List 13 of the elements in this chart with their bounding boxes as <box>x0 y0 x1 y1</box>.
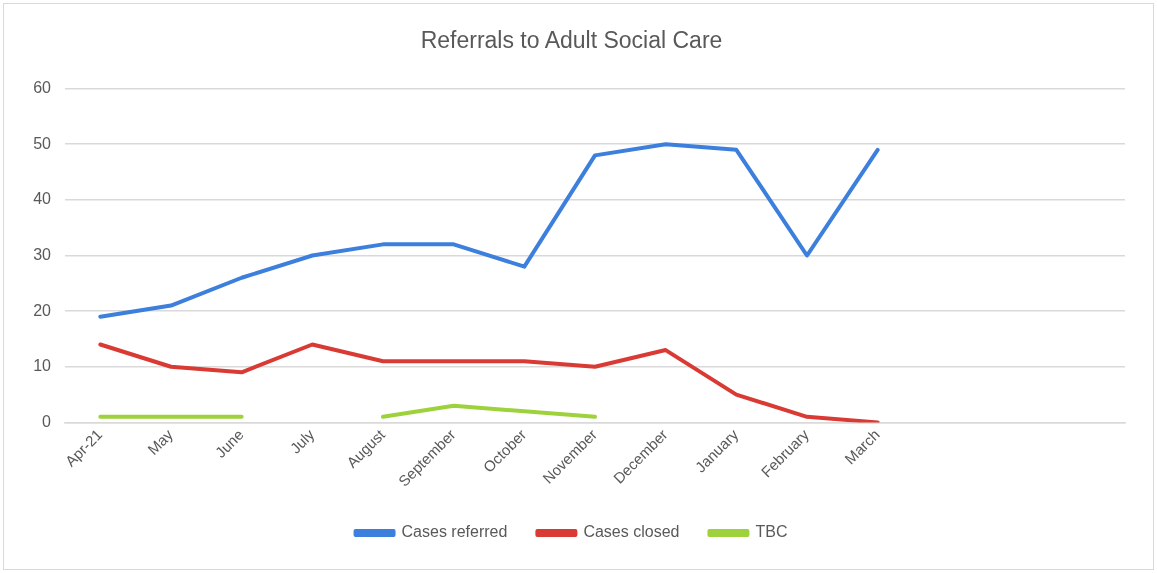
x-tick-label: May <box>143 425 177 458</box>
legend-label: Cases closed <box>583 523 680 541</box>
legend-label: Cases referred <box>401 523 508 541</box>
y-tick-label: 0 <box>42 412 52 430</box>
y-tick-label: 10 <box>33 357 52 375</box>
y-tick-label: 20 <box>33 301 52 319</box>
y-tick-label: 60 <box>33 79 52 97</box>
chart-title: Referrals to Adult Social Care <box>420 27 723 54</box>
x-tick-label: July <box>286 425 318 457</box>
y-tick-label: 30 <box>33 245 52 263</box>
legend-label: TBC <box>755 523 788 541</box>
y-tick-label: 40 <box>33 190 52 208</box>
y-tick-label: 50 <box>33 134 52 152</box>
